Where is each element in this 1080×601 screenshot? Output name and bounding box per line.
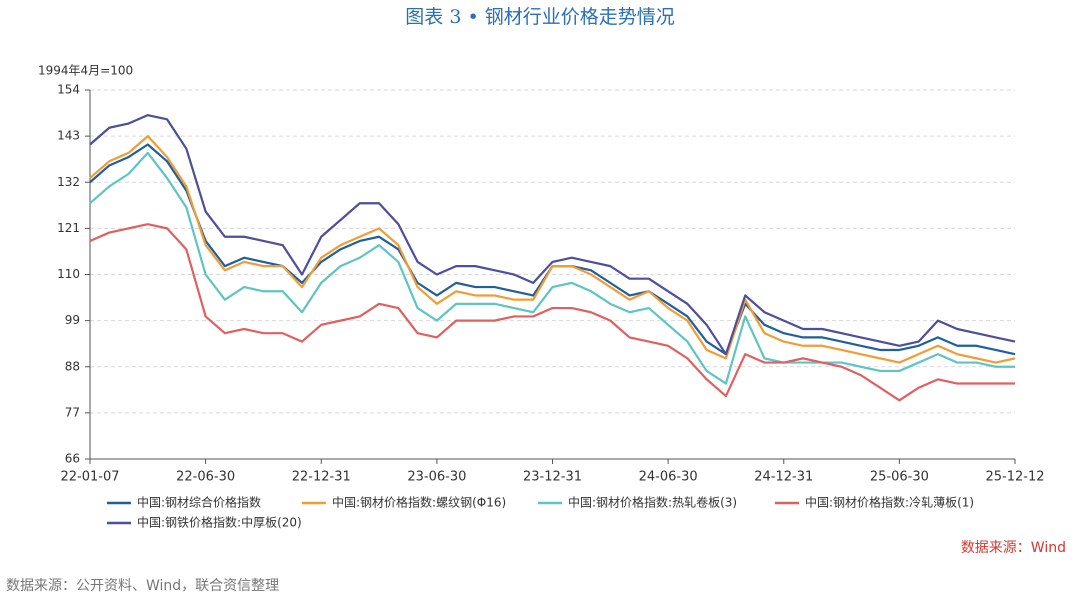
legend-label: 中国:钢材价格指数:冷轧薄板(1) — [805, 495, 974, 510]
x-tick-label: 22-01-07 — [60, 470, 119, 485]
x-tick-label: 22-12-31 — [292, 470, 351, 485]
x-tick-label: 22-06-30 — [176, 470, 235, 485]
series-line — [89, 135, 1016, 364]
x-tick-label: 24-06-30 — [639, 470, 698, 485]
y-tick-label: 143 — [57, 129, 80, 143]
series-line — [89, 151, 1015, 385]
unit-label: 1994年4月=100 — [38, 64, 133, 78]
chart-title: 图表 3 • 钢材行业价格走势情况 — [405, 6, 674, 28]
x-tick-label: 25-12-12 — [985, 470, 1044, 485]
y-tick-label: 66 — [65, 452, 80, 466]
chart-source: 数据来源：Wind — [961, 540, 1066, 556]
y-tick-label: 121 — [57, 221, 80, 235]
legend-label: 中国:钢材综合价格指数 — [137, 495, 261, 510]
series-line — [89, 143, 1016, 356]
y-tick-label: 110 — [57, 267, 80, 281]
y-tick-label: 77 — [65, 405, 80, 419]
series-line — [89, 114, 1016, 356]
footer-note: 数据来源：公开资料、Wind，联合资信整理 — [6, 578, 279, 594]
x-tick-label: 23-12-31 — [523, 470, 582, 485]
legend-label: 中国:钢材价格指数:螺纹钢(Φ16) — [332, 495, 506, 510]
series-line — [89, 223, 1015, 402]
x-tick-label: 24-12-31 — [754, 470, 813, 485]
y-tick-label: 99 — [65, 313, 80, 327]
y-tick-label: 88 — [65, 359, 80, 373]
legend-label: 中国:钢材价格指数:热轧卷板(3) — [568, 495, 737, 510]
legend-label: 中国:钢铁价格指数:中厚板(20) — [137, 515, 302, 530]
x-tick-label: 25-06-30 — [870, 470, 929, 485]
y-tick-label: 154 — [57, 83, 80, 97]
y-tick-label: 132 — [57, 175, 80, 189]
x-tick-label: 23-06-30 — [407, 470, 466, 485]
